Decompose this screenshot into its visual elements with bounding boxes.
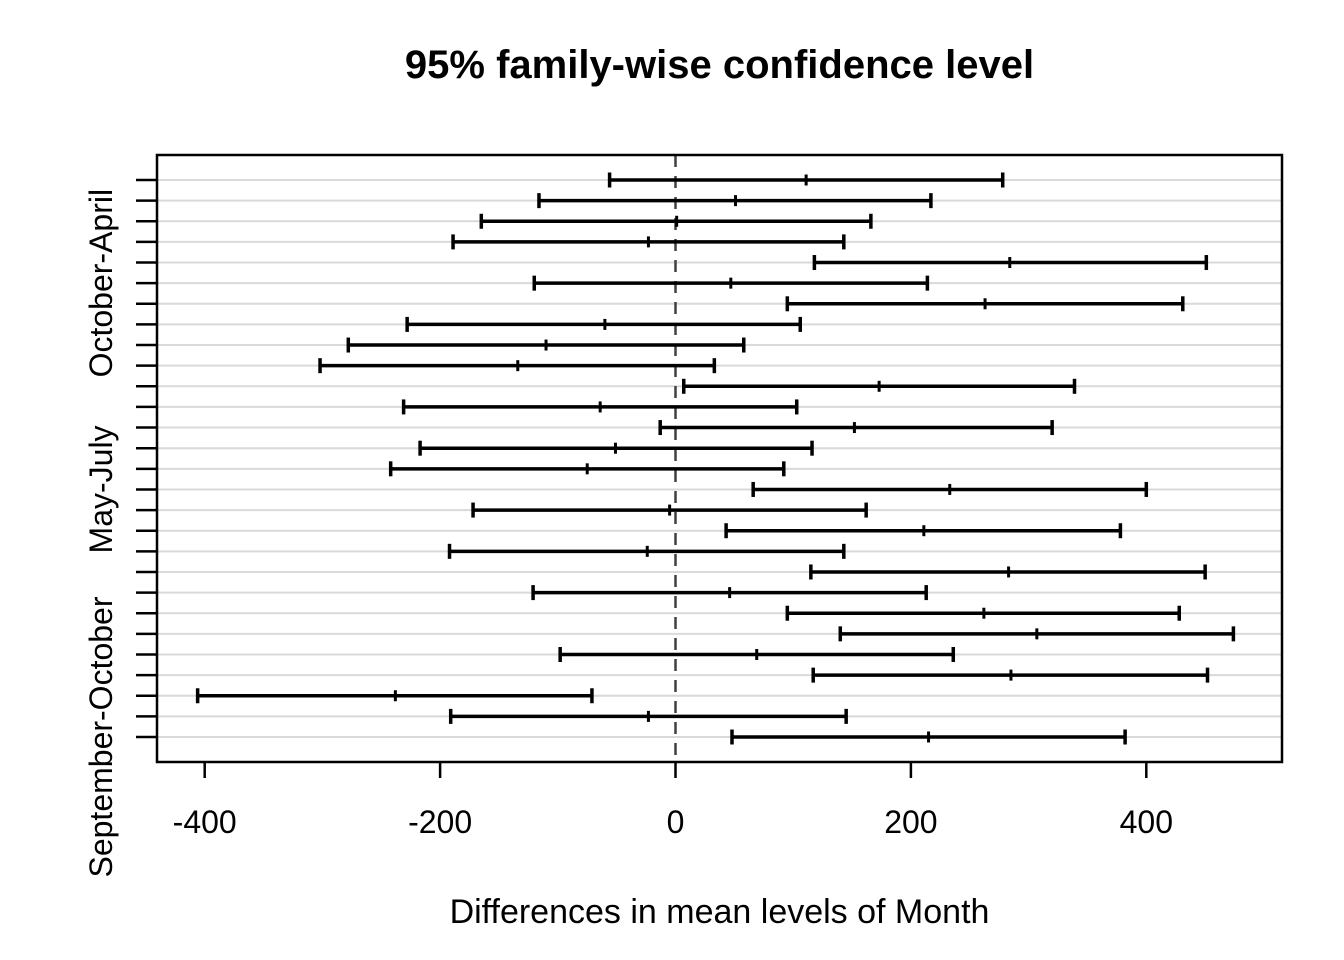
x-tick-label: -400 [173, 804, 237, 840]
x-tick-label: 400 [1120, 804, 1173, 840]
confidence-interval [751, 481, 1149, 497]
confidence-interval [558, 646, 956, 662]
y-axis-labels-group: October-April May-July September-October [83, 189, 119, 878]
x-tick-label: -200 [408, 804, 472, 840]
confidence-interval [401, 399, 799, 415]
confidence-interval [346, 337, 746, 353]
confidence-interval [658, 420, 1054, 436]
confidence-interval [531, 585, 928, 601]
y-axis-label: September-October [83, 596, 119, 877]
confidence-interval [838, 626, 1236, 642]
confidence-interval [451, 234, 846, 250]
confidence-interval [537, 193, 933, 209]
chart-title: 95% family-wise confidence level [404, 43, 1035, 87]
confidence-interval [448, 708, 848, 724]
confidence-interval [812, 255, 1209, 271]
confidence-interval [681, 378, 1077, 394]
y-axis-label: May-July [83, 425, 119, 553]
confidence-interval [479, 213, 873, 229]
x-axis-title: Differences in mean levels of Month [449, 893, 990, 931]
x-tick-label: 0 [667, 804, 685, 840]
confidence-interval [607, 172, 1005, 188]
confidence-interval [724, 523, 1123, 539]
confidence-interval [405, 316, 803, 332]
y-axis-ticks-group [136, 178, 157, 739]
confidence-interval [532, 275, 930, 291]
confidence-interval [730, 729, 1127, 745]
confidence-interval [418, 440, 814, 456]
plot-border [155, 153, 1284, 764]
confidence-interval [809, 564, 1207, 580]
confidence-interval [811, 667, 1210, 683]
intervals-group [195, 172, 1236, 745]
confidence-interval [785, 296, 1185, 312]
confidence-interval [471, 502, 868, 518]
confidence-interval [447, 543, 846, 559]
x-tick-label: 200 [884, 804, 937, 840]
confidence-interval [388, 461, 786, 477]
confidence-interval [318, 358, 717, 374]
x-axis-ticks-group: -400 -200 0 200 400 [173, 762, 1173, 840]
y-axis-label: October-April [83, 189, 119, 378]
confidence-interval [195, 688, 594, 704]
confidence-interval [785, 605, 1182, 621]
